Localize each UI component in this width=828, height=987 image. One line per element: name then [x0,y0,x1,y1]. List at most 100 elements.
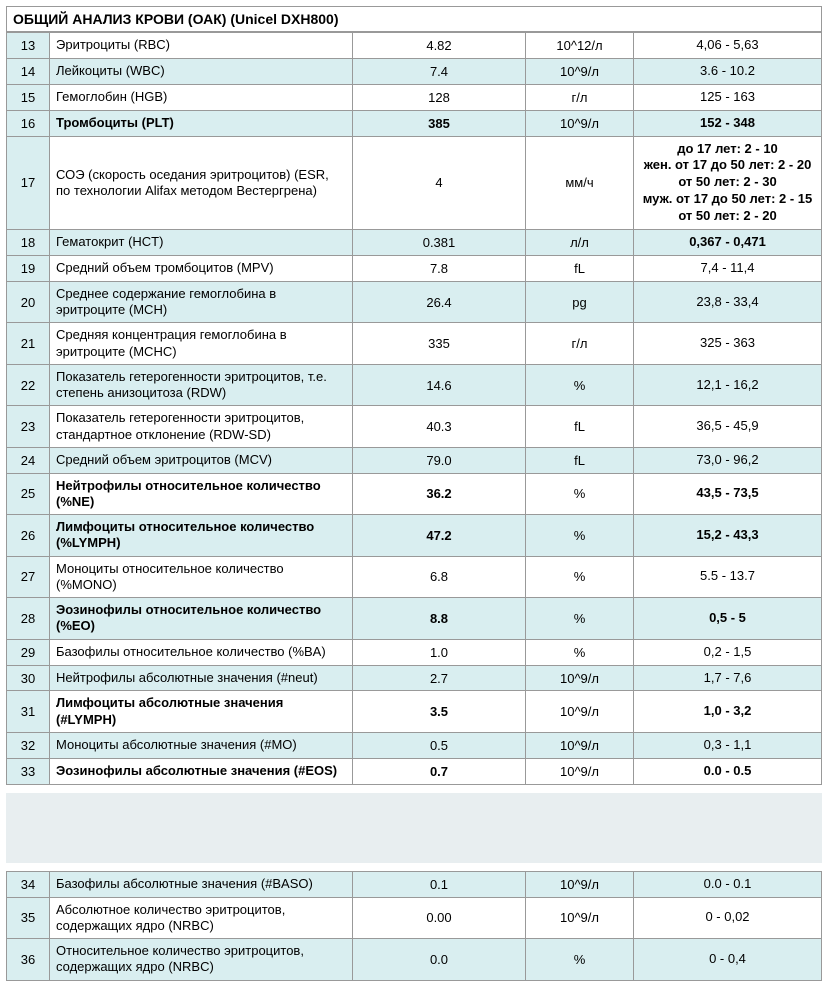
parameter-name: Относительное количество эритроцитов, со… [50,939,353,981]
unit: 10^9/л [526,110,634,136]
row-number: 16 [7,110,50,136]
reference-range: 15,2 - 43,3 [634,515,822,557]
result-value: 0.381 [353,230,526,256]
row-number: 26 [7,515,50,557]
unit: % [526,364,634,406]
unit: % [526,515,634,557]
result-value: 47.2 [353,515,526,557]
reference-range: 0,3 - 1,1 [634,732,822,758]
result-value: 4.82 [353,33,526,59]
unit: г/л [526,323,634,365]
table-row: 32Моноциты абсолютные значения (#MO)0.51… [7,732,822,758]
reference-range: 1,0 - 3,2 [634,691,822,733]
result-value: 3.5 [353,691,526,733]
reference-range: 0 - 0,02 [634,897,822,939]
unit: fL [526,406,634,448]
table-row: 36Относительное количество эритроцитов, … [7,939,822,981]
result-value: 8.8 [353,598,526,640]
row-number: 18 [7,230,50,256]
result-value: 7.8 [353,255,526,281]
table-row: 16Тромбоциты (PLT)38510^9/л152 - 348 [7,110,822,136]
result-value: 36.2 [353,473,526,515]
cbc-table-2: 34Базофилы абсолютные значения (#BASO)0.… [6,871,822,981]
table-row: 22Показатель гетерогенности эритроцитов,… [7,364,822,406]
reference-range: 125 - 163 [634,84,822,110]
parameter-name: Показатель гетерогенности эритроцитов, с… [50,406,353,448]
table-row: 17СОЭ (скорость оседания эритроцитов) (E… [7,136,822,229]
section-title: ОБЩИЙ АНАЛИЗ КРОВИ (ОАК) (Unicel DXH800) [6,6,822,32]
reference-range: до 17 лет: 2 - 10 жен. от 17 до 50 лет: … [634,136,822,229]
row-number: 27 [7,556,50,598]
result-value: 0.0 [353,939,526,981]
table-row: 30Нейтрофилы абсолютные значения (#neut)… [7,665,822,691]
row-number: 17 [7,136,50,229]
parameter-name: Лимфоциты относительное количество (%LYM… [50,515,353,557]
unit: 10^12/л [526,33,634,59]
parameter-name: Нейтрофилы относительное количество (%NE… [50,473,353,515]
row-number: 24 [7,447,50,473]
table-row: 25Нейтрофилы относительное количество (%… [7,473,822,515]
result-value: 0.1 [353,871,526,897]
row-number: 22 [7,364,50,406]
row-number: 25 [7,473,50,515]
table-row: 23Показатель гетерогенности эритроцитов,… [7,406,822,448]
parameter-name: Моноциты относительное количество (%MONO… [50,556,353,598]
row-number: 13 [7,33,50,59]
row-number: 20 [7,281,50,323]
result-value: 385 [353,110,526,136]
result-value: 40.3 [353,406,526,448]
parameter-name: Эозинофилы абсолютные значения (#EOS) [50,758,353,784]
row-number: 30 [7,665,50,691]
result-value: 0.00 [353,897,526,939]
table-row: 27Моноциты относительное количество (%MO… [7,556,822,598]
parameter-name: Средний объем тромбоцитов (MPV) [50,255,353,281]
parameter-name: Абсолютное количество эритроцитов, содер… [50,897,353,939]
reference-range: 0 - 0,4 [634,939,822,981]
result-value: 4 [353,136,526,229]
reference-range: 0,5 - 5 [634,598,822,640]
table-row: 14Лейкоциты (WBC)7.410^9/л3.6 - 10.2 [7,58,822,84]
result-value: 1.0 [353,639,526,665]
table-row: 21Средняя концентрация гемоглобина в эри… [7,323,822,365]
table-row: 26Лимфоциты относительное количество (%L… [7,515,822,557]
reference-range: 7,4 - 11,4 [634,255,822,281]
reference-range: 23,8 - 33,4 [634,281,822,323]
parameter-name: Лейкоциты (WBC) [50,58,353,84]
parameter-name: Среднее содержание гемоглобина в эритроц… [50,281,353,323]
row-number: 15 [7,84,50,110]
unit: fL [526,255,634,281]
reference-range: 0,2 - 1,5 [634,639,822,665]
page-gap [6,793,822,863]
table-row: 20Среднее содержание гемоглобина в эритр… [7,281,822,323]
parameter-name: Эозинофилы относительное количество (%EO… [50,598,353,640]
unit: 10^9/л [526,732,634,758]
parameter-name: Показатель гетерогенности эритроцитов, т… [50,364,353,406]
unit: л/л [526,230,634,256]
reference-range: 36,5 - 45,9 [634,406,822,448]
parameter-name: Лимфоциты абсолютные значения (#LYMPH) [50,691,353,733]
table-row: 33Эозинофилы абсолютные значения (#EOS)0… [7,758,822,784]
unit: % [526,639,634,665]
table-row: 28Эозинофилы относительное количество (%… [7,598,822,640]
table-row: 35Абсолютное количество эритроцитов, сод… [7,897,822,939]
reference-range: 0.0 - 0.1 [634,871,822,897]
parameter-name: Средняя концентрация гемоглобина в эритр… [50,323,353,365]
unit: pg [526,281,634,323]
result-value: 6.8 [353,556,526,598]
reference-range: 3.6 - 10.2 [634,58,822,84]
row-number: 28 [7,598,50,640]
table-row: 18Гематокрит (HCT)0.381л/л0,367 - 0,471 [7,230,822,256]
parameter-name: Базофилы абсолютные значения (#BASO) [50,871,353,897]
row-number: 35 [7,897,50,939]
row-number: 36 [7,939,50,981]
reference-range: 12,1 - 16,2 [634,364,822,406]
reference-range: 152 - 348 [634,110,822,136]
table-row: 34Базофилы абсолютные значения (#BASO)0.… [7,871,822,897]
unit: г/л [526,84,634,110]
row-number: 31 [7,691,50,733]
unit: 10^9/л [526,58,634,84]
result-value: 2.7 [353,665,526,691]
result-value: 0.7 [353,758,526,784]
unit: 10^9/л [526,871,634,897]
row-number: 23 [7,406,50,448]
